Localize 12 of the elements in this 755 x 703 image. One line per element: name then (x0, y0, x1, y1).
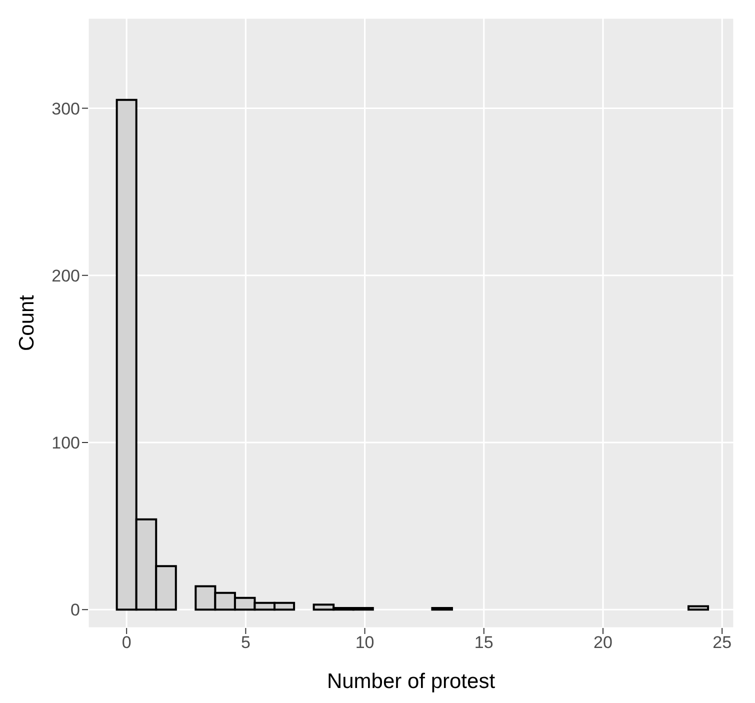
y-axis-title: Count (15, 294, 38, 352)
y-tick-label: 0 (70, 600, 80, 620)
x-tick-label: 20 (594, 633, 612, 652)
x-axis-title: Number of protest (326, 670, 496, 693)
x-tick-label: 5 (240, 633, 250, 652)
x-tick-label: 10 (355, 633, 374, 652)
y-tick-label: 100 (52, 434, 80, 453)
y-tick-label: 300 (52, 99, 80, 118)
x-tick-label: 15 (474, 633, 494, 652)
x-tick-label: 25 (712, 633, 732, 652)
x-tick-label: 0 (122, 633, 132, 652)
y-tick-label: 200 (52, 266, 80, 286)
